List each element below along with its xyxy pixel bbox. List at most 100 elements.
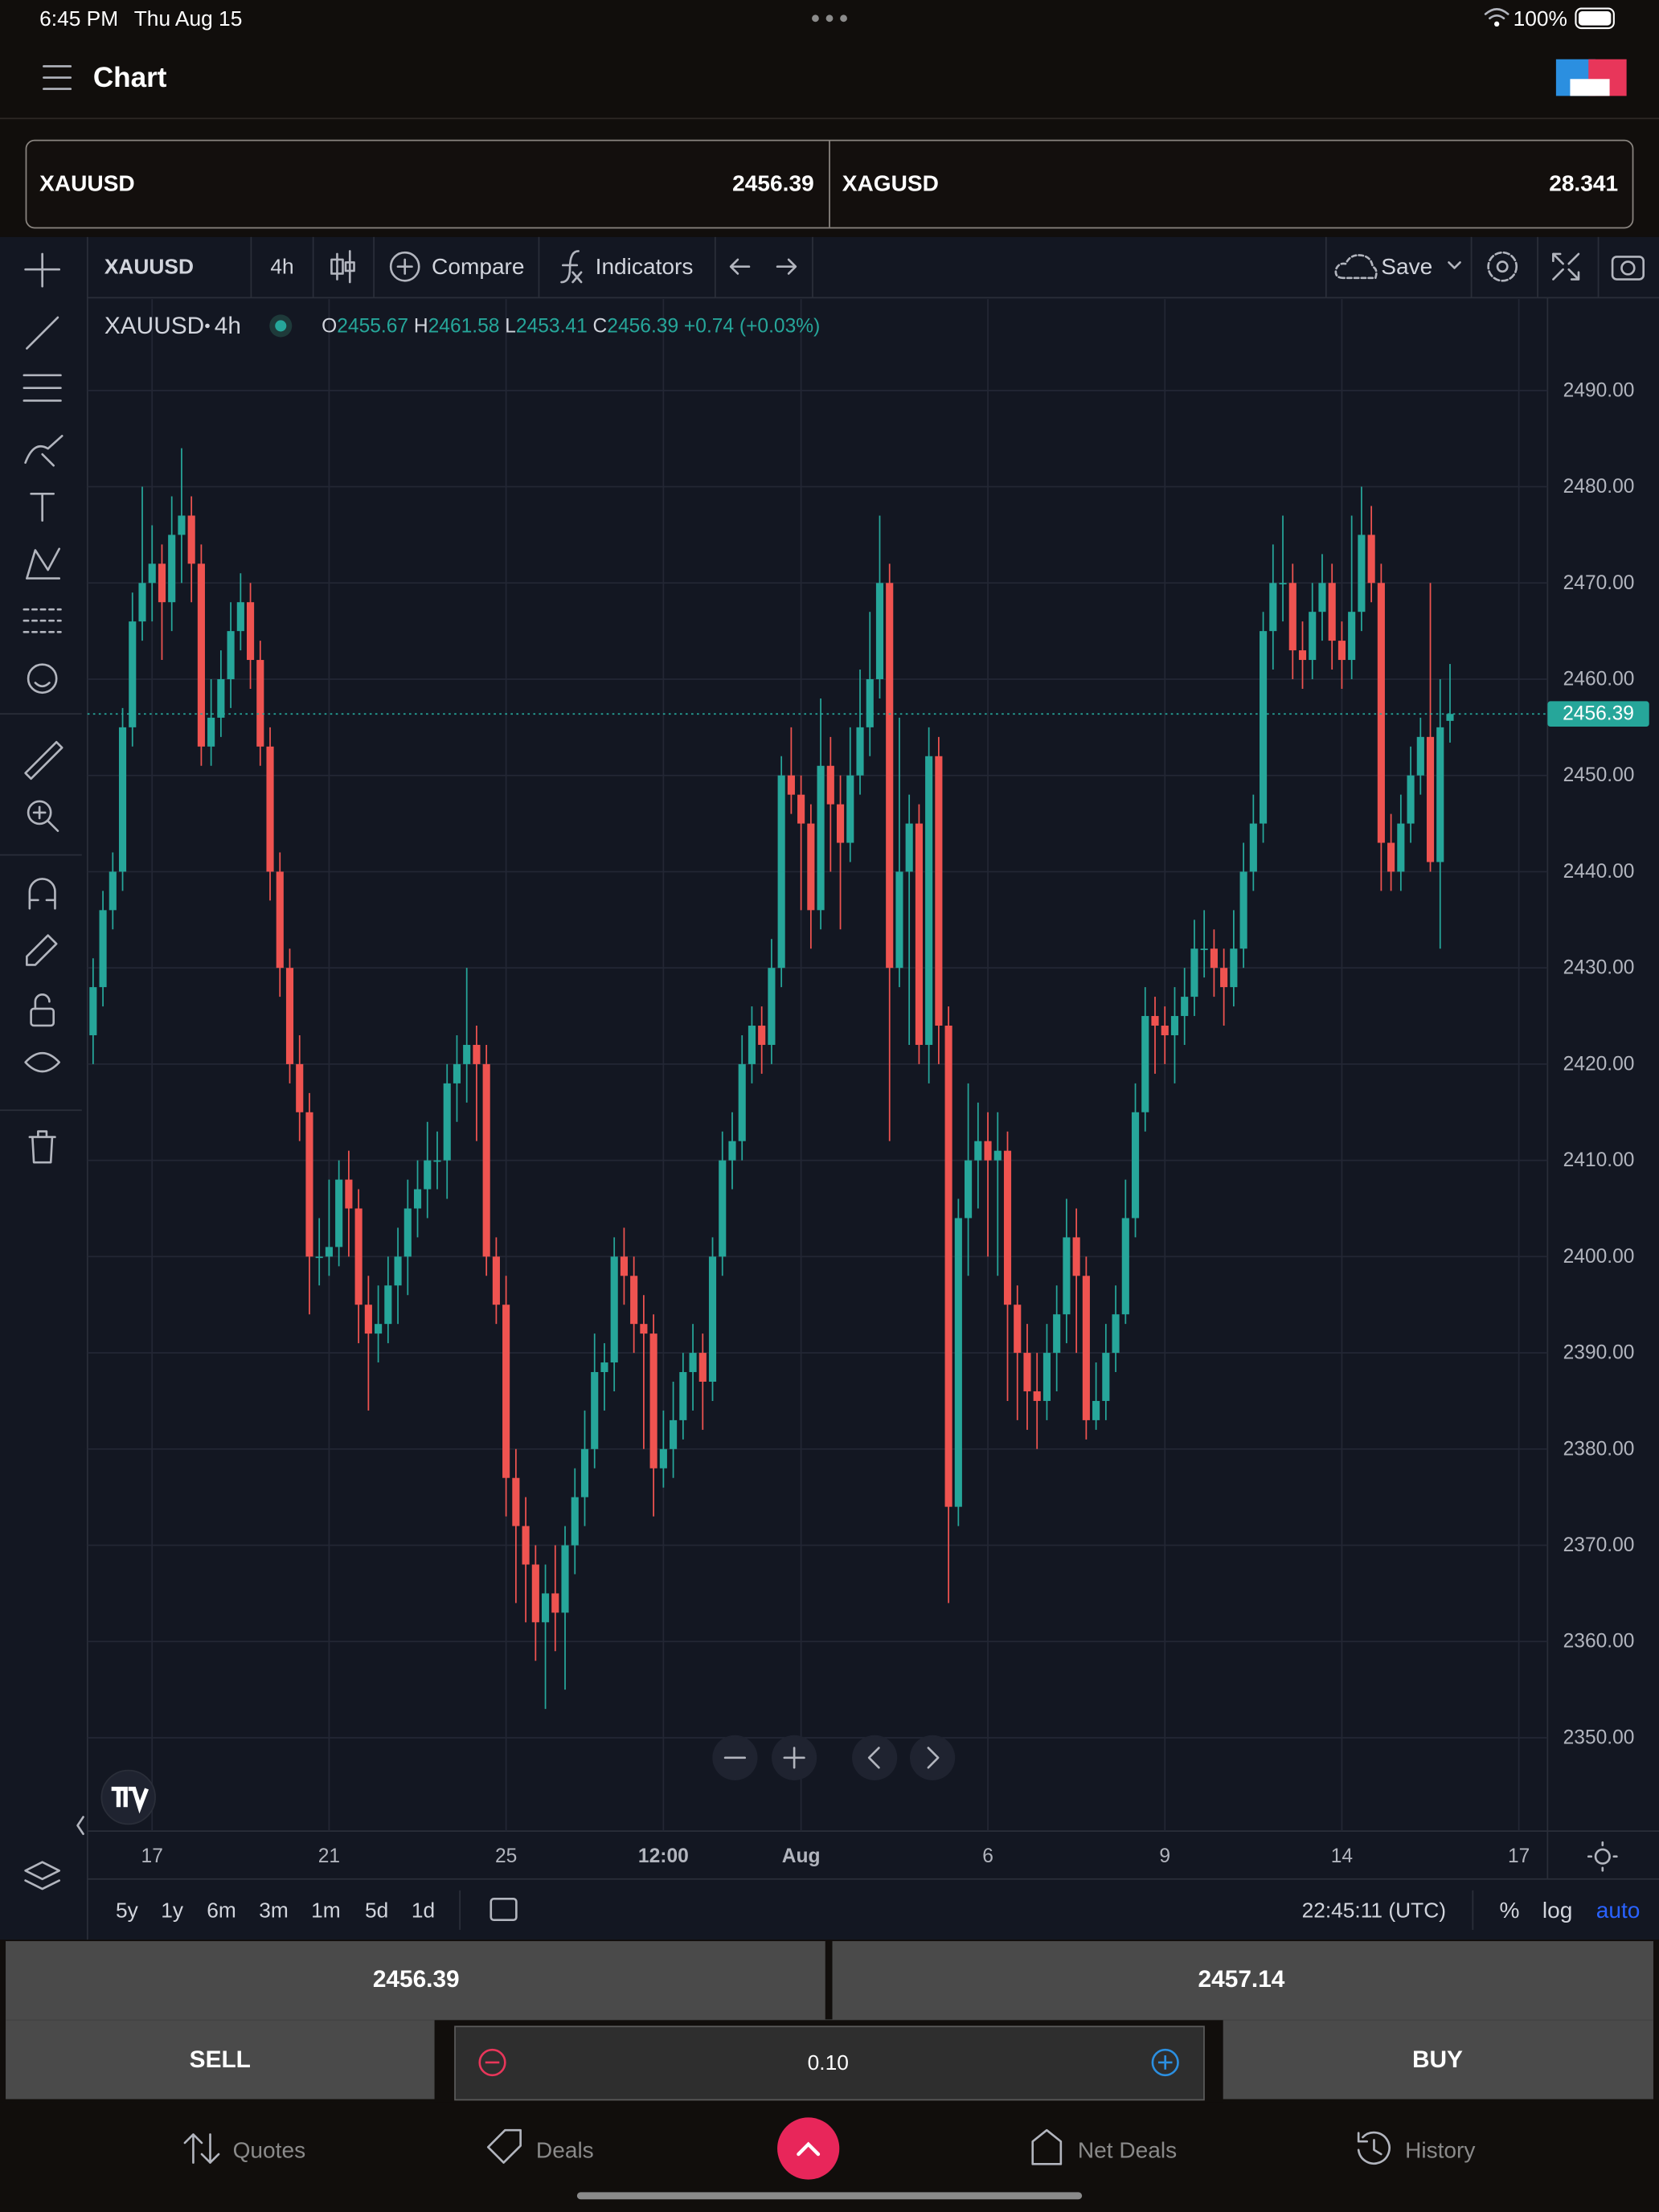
- toolbar-symbol[interactable]: XAUUSD: [104, 255, 194, 279]
- zoom-tool[interactable]: [27, 800, 52, 825]
- candle-body: [1407, 775, 1415, 824]
- candle-body: [315, 1256, 323, 1259]
- auto-toggle[interactable]: auto: [1596, 1898, 1641, 1923]
- tv-logo[interactable]: [100, 1769, 156, 1825]
- candle-body: [1023, 1353, 1031, 1391]
- brush-tool[interactable]: [24, 435, 63, 467]
- ruler-tool[interactable]: [24, 740, 63, 780]
- pattern-tool[interactable]: [26, 547, 61, 580]
- trade-menu-button[interactable]: [777, 2117, 840, 2180]
- nav-item[interactable]: Quotes: [233, 2137, 306, 2162]
- trend-line-tool[interactable]: [26, 316, 59, 350]
- icon-smile: [34, 682, 51, 688]
- candle-body: [178, 515, 186, 535]
- candle-body: [640, 1324, 648, 1334]
- settings-button[interactable]: [1487, 251, 1518, 282]
- scroll-left-button[interactable]: [852, 1735, 898, 1780]
- percent-toggle[interactable]: %: [1499, 1898, 1519, 1923]
- theme-button[interactable]: [1594, 1848, 1611, 1865]
- compare-plus: [396, 258, 413, 275]
- net-deals-icon[interactable]: [1031, 2128, 1063, 2165]
- nav-item[interactable]: History: [1405, 2137, 1475, 2162]
- text-tool[interactable]: [30, 492, 55, 522]
- candle-body: [708, 1256, 717, 1382]
- candle-body: [129, 621, 137, 727]
- symbol-name[interactable]: XAGUSD: [842, 171, 939, 196]
- candle-body: [463, 1044, 471, 1064]
- nav-item[interactable]: Deals: [536, 2137, 594, 2162]
- candle-body: [384, 1285, 392, 1325]
- candle-body: [502, 1305, 510, 1478]
- quotes-icon[interactable]: [183, 2133, 220, 2164]
- indicators-icon[interactable]: [560, 250, 583, 284]
- quantity-plus[interactable]: [1151, 2048, 1179, 2077]
- lock-tool[interactable]: [30, 1007, 55, 1027]
- save-icon[interactable]: [1334, 254, 1378, 280]
- range-option[interactable]: 1y: [161, 1898, 184, 1922]
- toolbar-separators: [250, 236, 1600, 298]
- candle-body: [826, 765, 834, 805]
- y-tick-label: 2470.00: [1563, 572, 1635, 594]
- save-menu[interactable]: [1448, 261, 1461, 269]
- last-price-tag: [1547, 701, 1649, 727]
- range-option[interactable]: 1d: [412, 1898, 435, 1922]
- scroll-right-button[interactable]: [910, 1735, 956, 1780]
- candle-body: [1269, 583, 1277, 632]
- range-option[interactable]: 1m: [311, 1898, 341, 1922]
- legend-symbol[interactable]: XAUUSD: [104, 313, 204, 339]
- market-status-dot: [275, 320, 287, 332]
- redo-button[interactable]: [776, 258, 797, 275]
- undo-button[interactable]: [729, 258, 751, 275]
- compare-icon[interactable]: [389, 251, 420, 282]
- candle-body: [403, 1208, 412, 1257]
- candle-body: [443, 1083, 451, 1161]
- candle-body: [305, 1112, 313, 1257]
- candle-body: [364, 1305, 372, 1334]
- layers-button[interactable]: [24, 1861, 61, 1890]
- candle-body: [492, 1256, 500, 1305]
- legend-label: H: [414, 315, 428, 337]
- candle-body: [1309, 612, 1317, 661]
- quantity[interactable]: 0.10: [808, 2050, 849, 2075]
- candle-body: [1181, 997, 1189, 1017]
- candle-body: [866, 679, 874, 727]
- toolbar-interval[interactable]: 4h: [270, 255, 293, 279]
- candle-body: [482, 1063, 490, 1257]
- hide-tool[interactable]: [24, 1051, 61, 1073]
- fullscreen-button[interactable]: [1552, 252, 1580, 281]
- lock-drawings-tool[interactable]: [26, 934, 58, 966]
- range-option[interactable]: 6m: [207, 1898, 236, 1922]
- log-toggle[interactable]: log: [1542, 1898, 1572, 1923]
- range-option[interactable]: 5y: [116, 1898, 139, 1922]
- screenshot-button[interactable]: [1611, 256, 1645, 281]
- fib-tool[interactable]: [23, 374, 62, 402]
- range-option[interactable]: 5d: [365, 1898, 388, 1922]
- quantity-minus[interactable]: [478, 2048, 506, 2077]
- deals-icon[interactable]: [486, 2128, 522, 2164]
- candle-body: [807, 823, 815, 911]
- nav-item[interactable]: Net Deals: [1078, 2137, 1177, 2162]
- symbol-name[interactable]: XAUUSD: [39, 171, 135, 196]
- menu-button[interactable]: [43, 65, 72, 90]
- scroll-right-icon: [927, 1747, 940, 1769]
- collapse-button[interactable]: [76, 1816, 84, 1835]
- candle-body: [1043, 1353, 1051, 1401]
- candle-body: [787, 775, 795, 795]
- icon-tool[interactable]: [27, 663, 58, 694]
- chart-style-button[interactable]: [330, 250, 355, 284]
- candle-body: [1249, 823, 1257, 872]
- compare-button[interactable]: Compare: [432, 254, 524, 279]
- go-to-date-button[interactable]: [490, 1898, 518, 1922]
- x-tick-label: 17: [1508, 1845, 1530, 1867]
- save-button[interactable]: Save: [1381, 254, 1432, 279]
- remove-tool[interactable]: [28, 1130, 56, 1164]
- sell-price: 2456.39: [373, 1966, 460, 1993]
- range-option[interactable]: 3m: [259, 1898, 289, 1922]
- magnet-tool[interactable]: [28, 878, 56, 910]
- history-icon[interactable]: [1357, 2131, 1391, 2165]
- crosshair-tool[interactable]: [24, 252, 61, 288]
- account-icon[interactable]: [1555, 59, 1627, 96]
- projection-tool[interactable]: [23, 608, 62, 633]
- candle-body: [394, 1256, 402, 1286]
- indicators-button[interactable]: Indicators: [596, 254, 694, 279]
